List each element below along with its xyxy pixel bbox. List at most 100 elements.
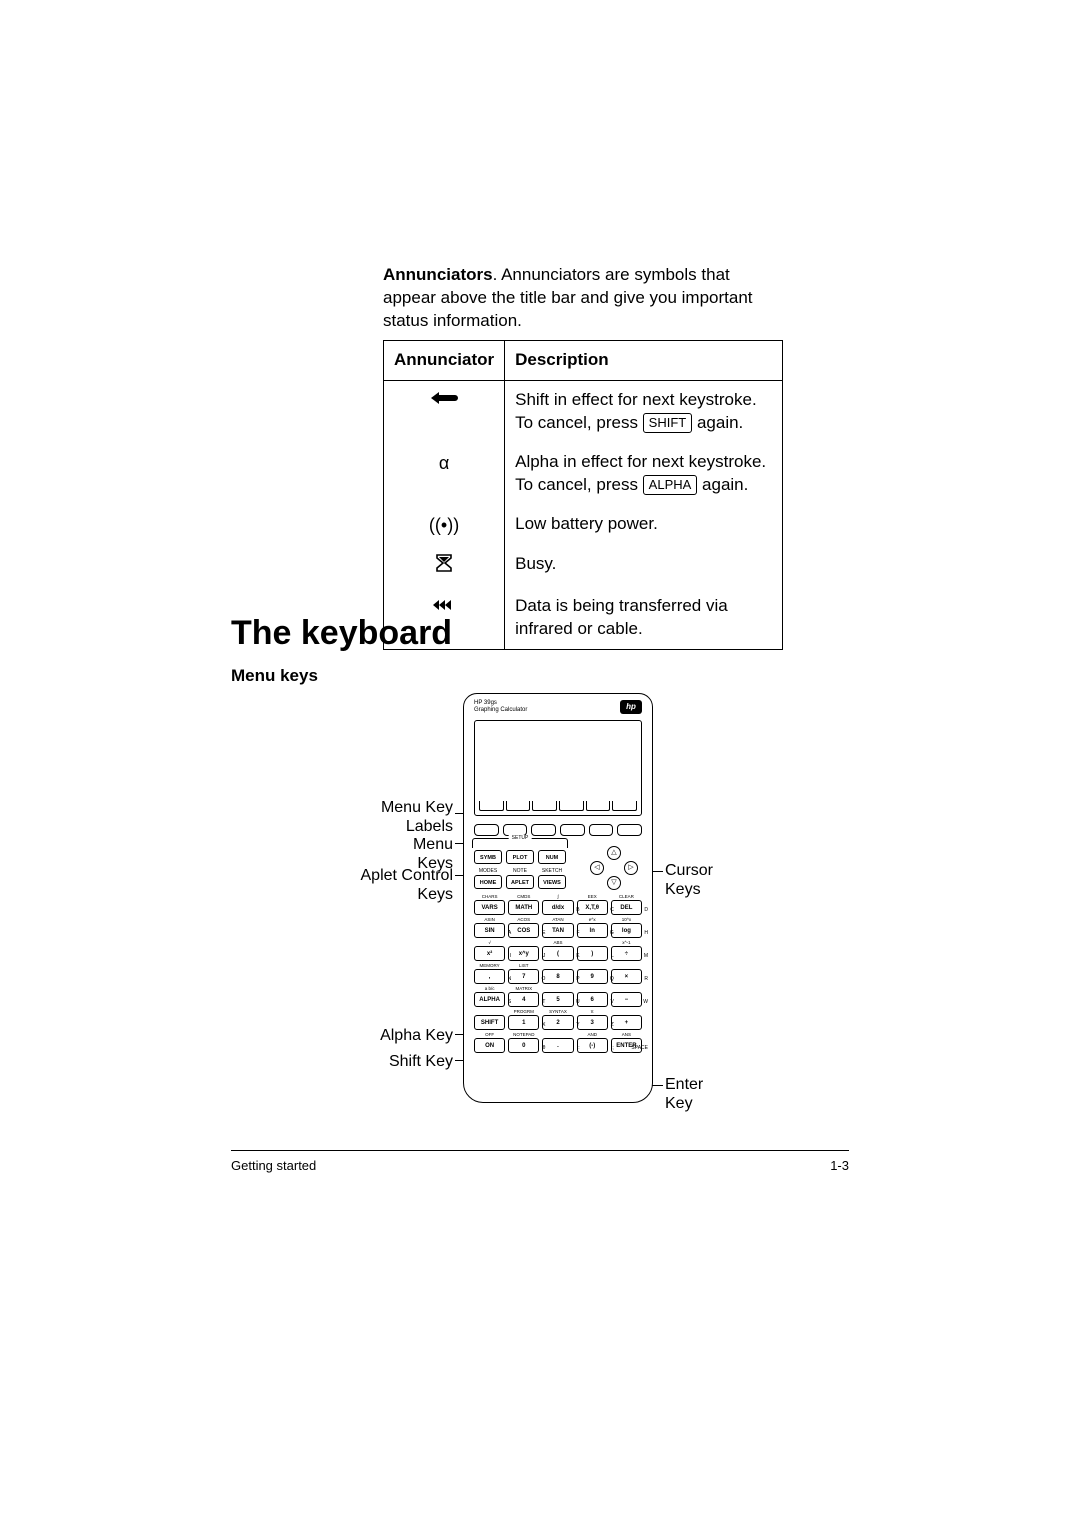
- label-aplet-control: Aplet Control Keys: [358, 866, 453, 904]
- calculator-screen: [474, 720, 642, 816]
- soft-menu-slot: [506, 801, 531, 811]
- calculator-key: 0θ: [508, 1038, 539, 1053]
- calculator-key: ÷M: [611, 946, 642, 961]
- label-shift-key: Shift Key: [373, 1052, 453, 1071]
- key-subscript: SPACE: [631, 1041, 648, 1056]
- keypad-cell: 10^xlogH: [611, 917, 642, 938]
- footer-rule: [231, 1150, 849, 1151]
- annunciators-intro: Annunciators. Annunciators are symbols t…: [383, 264, 783, 333]
- calculator-key: 8P: [542, 969, 573, 984]
- calculator-key: (-);: [577, 1038, 608, 1053]
- calculator-key: logH: [611, 923, 642, 938]
- footer-left: Getting started: [231, 1158, 316, 1173]
- shift-keycap: SHIFT: [643, 413, 693, 433]
- keypad-cell: NOTEPAD0θ: [508, 1032, 539, 1053]
- calculator-diagram: Menu Key Labels Menu Keys Aplet Control …: [383, 693, 783, 1143]
- sup-modes: MODES: [474, 867, 502, 875]
- desc-text: again.: [697, 475, 748, 494]
- key-subscript: M: [644, 949, 648, 964]
- soft-menu-slot: [479, 801, 504, 811]
- keypad-cell: 8P: [542, 963, 573, 984]
- keypad-cell: a b/cALPHAS: [474, 986, 505, 1007]
- keypad-cell: LIST7O: [508, 963, 539, 984]
- calculator-key: 2Y: [542, 1015, 573, 1030]
- label-cursor-keys: Cursor Keys: [665, 861, 713, 899]
- menu-key: [560, 824, 585, 836]
- keypad-cell: MEMORY,N: [474, 963, 505, 984]
- keypad-cell: π3Z: [577, 1009, 608, 1030]
- cursor-right: ▷: [624, 861, 638, 875]
- table-header-row: Annunciator Description: [384, 341, 783, 381]
- heading-keyboard: The keyboard: [231, 614, 452, 653]
- sup-note: NOTE: [506, 867, 534, 875]
- key-subscript: W: [643, 995, 648, 1010]
- calculator-key: 5U: [542, 992, 573, 1007]
- menu-key: [589, 824, 614, 836]
- label-menu-key-labels: Menu Key Labels: [373, 798, 453, 836]
- table-row: ((•)) Low battery power.: [384, 505, 783, 545]
- desc-transfer: Data is being transferred via infrared o…: [505, 587, 783, 649]
- keypad-cell: EEXX,T,θC: [577, 894, 608, 915]
- intro-bold: Annunciators: [383, 265, 493, 284]
- calculator-key: x^yJ: [508, 946, 539, 961]
- keypad-cell: +: [611, 1009, 642, 1030]
- keypad-cell: ATANTANF: [542, 917, 573, 938]
- menu-key: [531, 824, 556, 836]
- desc-text: again.: [692, 413, 743, 432]
- aplet-control-keys: SYMB PLOT NUM MODES NOTE SKETCH HOME APL…: [474, 846, 566, 892]
- soft-menu-slot: [559, 801, 584, 811]
- calculator-key: −W: [611, 992, 642, 1007]
- keypad-row: CHARSVARSCMDSMATH∫d/dxBEEXX,T,θCCLEARDEL…: [474, 894, 642, 915]
- symbol-battery: ((•)): [384, 505, 505, 545]
- keypad-row: a b/cALPHASMATRIX4T5U 6V−W: [474, 986, 642, 1007]
- key-subscript: H: [644, 926, 648, 941]
- soft-menu-bar: [479, 801, 637, 811]
- hp-logo: hp: [620, 700, 642, 714]
- hourglass-icon: [435, 553, 453, 573]
- model-line2: Graphing Calculator: [474, 707, 527, 713]
- keypad-cell: MATRIX4T: [508, 986, 539, 1007]
- keypad-cell: OFFON: [474, 1032, 505, 1053]
- header-annunciator: Annunciator: [384, 341, 505, 381]
- desc-battery: Low battery power.: [505, 505, 783, 545]
- desc-alpha: Alpha in effect for next keystroke. To c…: [505, 443, 783, 505]
- key-subscript: D: [644, 903, 648, 918]
- keypad-cell: 9Q: [577, 963, 608, 984]
- table-row: α Alpha in effect for next keystroke. To…: [384, 443, 783, 505]
- keypad-cell: e^xlnG: [577, 917, 608, 938]
- calculator-key: DELD: [611, 900, 642, 915]
- footer-right: 1-3: [830, 1158, 849, 1173]
- calculator-key: VARS: [474, 900, 505, 915]
- calculator-key: ON: [474, 1038, 505, 1053]
- soft-menu-slot: [586, 801, 611, 811]
- main-keypad: CHARSVARSCMDSMATH∫d/dxBEEXX,T,θCCLEARDEL…: [474, 894, 642, 1092]
- num-key: NUM: [538, 850, 566, 864]
- table-row: Busy.: [384, 545, 783, 587]
- keypad-cell: ASINSINA: [474, 917, 505, 938]
- calculator-key: MATH: [508, 900, 539, 915]
- calculator-key: SINA: [474, 923, 505, 938]
- calculator-key: ×R: [611, 969, 642, 984]
- symbol-shift: [384, 380, 505, 442]
- cursor-up: △: [607, 846, 621, 860]
- keypad-cell: PROGRM1X: [508, 1009, 539, 1030]
- keypad-row: SHIFTPROGRM1XSYNTAX2Yπ3Z+: [474, 1009, 642, 1030]
- calculator-key: x²I: [474, 946, 505, 961]
- soft-menu-slot: [612, 801, 637, 811]
- table-row: Shift in effect for next keystroke. To c…: [384, 380, 783, 442]
- calculator-key: COSE: [508, 923, 539, 938]
- keypad-cell: 6V: [577, 986, 608, 1007]
- cursor-keys: △ ◁ ▷ ▽: [588, 848, 640, 888]
- calculator-key: ALPHAS: [474, 992, 505, 1007]
- menu-keys-row: [474, 824, 642, 836]
- model-text: HP 39gs Graphing Calculator: [474, 700, 527, 714]
- keypad-cell: −W: [611, 986, 642, 1007]
- menu-key: [617, 824, 642, 836]
- calculator-key: SHIFT: [474, 1015, 505, 1030]
- annunciator-table: Annunciator Description Shift in effect …: [383, 340, 783, 650]
- calculator-key: lnG: [577, 923, 608, 938]
- cursor-down: ▽: [607, 876, 621, 890]
- top-control-row: SYMB PLOT NUM MODES NOTE SKETCH HOME APL…: [474, 846, 642, 890]
- desc-shift: Shift in effect for next keystroke. To c…: [505, 380, 783, 442]
- alpha-keycap: ALPHA: [643, 475, 698, 495]
